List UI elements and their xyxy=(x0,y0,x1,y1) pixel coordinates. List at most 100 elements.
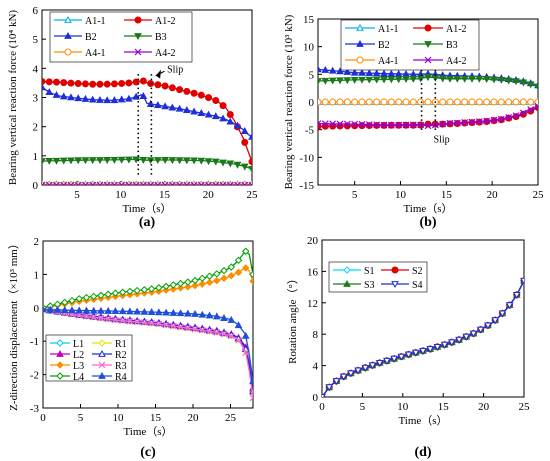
series-point-s4 xyxy=(383,357,391,365)
series-point-b3 xyxy=(402,76,410,84)
series-point-a4-2 xyxy=(446,119,454,127)
series-point-a4-1 xyxy=(395,98,403,106)
x-tick-label: 20 xyxy=(203,189,215,201)
series-point-b2 xyxy=(117,95,126,103)
legend: L1 R1 L2 R2 L3 R3 L4 R4 xyxy=(45,334,133,383)
x-tick-label: 0 xyxy=(40,412,46,424)
series-point-b3 xyxy=(387,76,396,84)
series-point-a4-2 xyxy=(42,181,46,185)
series-point-r4 xyxy=(111,307,120,314)
x-tick-label: 5 xyxy=(352,189,358,201)
plot-area xyxy=(42,77,252,185)
series-point-b3 xyxy=(526,81,535,89)
series-point-a4-2 xyxy=(358,120,366,128)
series-point-b3 xyxy=(240,163,249,171)
y-tick-label: 16 xyxy=(307,266,319,278)
y-tick-label: 0 xyxy=(33,180,39,192)
series-point-r4 xyxy=(183,309,192,317)
series-point-a1-2 xyxy=(205,94,213,102)
legend-label: A1-1 xyxy=(85,16,106,27)
series-point-a4-2 xyxy=(60,181,68,185)
series-point-s4 xyxy=(404,351,413,359)
series-point-r3 xyxy=(206,327,213,335)
legend-label: L1 xyxy=(73,339,84,350)
series-point-a1-2 xyxy=(219,102,227,110)
legend-label: R1 xyxy=(115,339,127,350)
series-point-b2 xyxy=(219,114,227,122)
series-point-a4-1 xyxy=(461,98,469,106)
x-axis-label: Time（s） xyxy=(398,414,447,427)
series-point-a4-2 xyxy=(176,181,184,185)
series-point-b2 xyxy=(197,109,206,116)
series-point-b2 xyxy=(328,66,337,74)
slip-annotation-b: Slip xyxy=(420,69,450,145)
series-point-r4 xyxy=(205,311,214,319)
series-point-l4 xyxy=(133,286,141,295)
legend-marker xyxy=(391,266,399,274)
series-point-b2 xyxy=(81,94,90,102)
series-point-b3 xyxy=(175,157,184,165)
series-point-a4-2 xyxy=(241,181,249,185)
series-point-s4 xyxy=(426,346,435,354)
series-point-b3 xyxy=(365,76,374,84)
series-point-b2 xyxy=(154,101,162,109)
series-point-b2 xyxy=(321,65,330,73)
legend-marker xyxy=(98,371,106,379)
series-point-l4 xyxy=(220,266,228,275)
series-point-b3 xyxy=(125,156,133,164)
series-point-s4 xyxy=(411,349,420,357)
series-point-a4-1 xyxy=(512,98,520,106)
series-point-r3 xyxy=(140,319,148,326)
slip-arrowhead xyxy=(155,69,161,79)
series-point-b2 xyxy=(233,121,242,129)
series-point-l4 xyxy=(89,292,98,301)
series-point-r4 xyxy=(155,308,163,316)
series-point-a4-1 xyxy=(453,98,461,106)
series-point-a4-1 xyxy=(329,98,337,106)
series-point-b3 xyxy=(139,156,148,164)
series-point-l4 xyxy=(104,290,112,298)
series-point-s4 xyxy=(491,317,499,325)
series-point-a4-2 xyxy=(402,121,410,129)
legend: A1-1 A1-2 B2 B3 A4-1 A4-2 xyxy=(340,19,480,71)
x-tick-label: 15 xyxy=(438,401,450,413)
y-tick-label: -15 xyxy=(299,180,314,192)
series-point-a4-2 xyxy=(417,121,425,129)
series-point-b3 xyxy=(81,157,90,165)
series-point-l3 xyxy=(213,276,221,285)
plot-frame xyxy=(321,239,525,398)
series-point-l4 xyxy=(198,274,207,283)
series-point-r4 xyxy=(234,321,243,329)
series-point-s4 xyxy=(455,336,463,344)
series-point-s4 xyxy=(484,322,492,330)
series-point-r3 xyxy=(83,312,90,320)
series-point-a4-2 xyxy=(519,109,527,117)
y-tick-label: -2 xyxy=(30,370,39,382)
series-point-b2 xyxy=(45,88,54,96)
series-point-r4 xyxy=(249,377,253,385)
panel-label: (b) xyxy=(419,215,436,230)
series-point-s4 xyxy=(476,326,485,334)
legend-label: R4 xyxy=(115,372,127,383)
series-point-a4-1 xyxy=(343,98,351,106)
x-tick-label: 10 xyxy=(395,189,407,201)
y-tick-label: 0 xyxy=(309,97,315,109)
series-point-a4-1 xyxy=(402,98,410,106)
series-point-b3 xyxy=(117,156,126,164)
series-point-l3 xyxy=(169,285,178,293)
series-point-b3 xyxy=(103,157,112,164)
series-point-a4-2 xyxy=(154,181,162,185)
series-point-a4-2 xyxy=(490,116,498,124)
series-point-a1-2 xyxy=(103,80,111,88)
series-point-r4 xyxy=(191,309,199,317)
series-point-b2 xyxy=(96,95,104,103)
series-point-a4-2 xyxy=(439,120,447,128)
series-line-s3 xyxy=(322,280,524,397)
series-point-b2 xyxy=(175,104,184,112)
series-point-a4-1 xyxy=(351,98,359,106)
series-point-r3 xyxy=(213,329,221,336)
series-point-b2 xyxy=(139,92,148,99)
y-tick-label: -5 xyxy=(305,125,315,137)
legend-label: B2 xyxy=(378,40,390,51)
